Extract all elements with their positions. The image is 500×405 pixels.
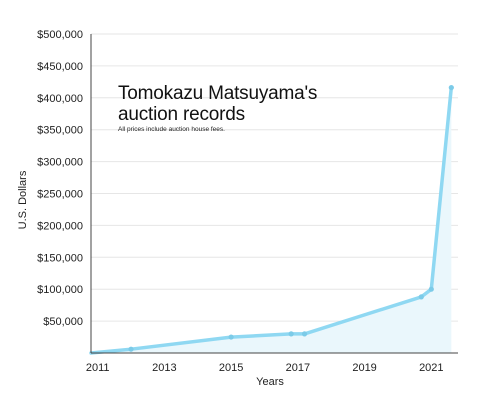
data-point	[301, 331, 308, 337]
data-point	[128, 346, 134, 352]
y-tick-label: $300,000	[37, 157, 83, 169]
x-tick-label: 2013	[152, 362, 176, 374]
y-tick-label: $150,000	[37, 252, 83, 264]
x-tick-label: 2015	[219, 362, 243, 374]
y-tick-label: $450,000	[37, 61, 83, 73]
y-tick-label: $400,000	[37, 93, 83, 105]
axes	[90, 34, 458, 354]
y-tick-label: $200,000	[37, 220, 83, 232]
x-tick-label: 2011	[86, 362, 110, 374]
chart-title: Tomokazu Matsuyama's auction records	[118, 83, 318, 125]
x-axis-title: Years	[256, 376, 284, 388]
data-point	[228, 334, 234, 340]
y-tick-labels: $50,000 $100,000 $150,000 $200,000 $250,000 $…	[37, 29, 83, 328]
x-tick-label: 2017	[286, 362, 310, 374]
data-point	[418, 294, 424, 300]
y-axis-title: U.S. Dollars	[17, 170, 29, 229]
y-tick-label: $50,000	[43, 316, 83, 328]
data-point	[288, 331, 294, 337]
grid-lines	[91, 33, 458, 322]
y-tick-label: $350,000	[37, 125, 83, 137]
data-point	[428, 286, 434, 292]
chart-subtitle: All prices include auction house fees.	[118, 126, 225, 133]
x-tick-labels: 2011 2013 2015 2017 2019 2021	[86, 362, 444, 374]
y-tick-label: $250,000	[37, 189, 83, 201]
y-tick-label: $500,000	[37, 29, 83, 41]
x-tick-label: 2021	[419, 362, 443, 374]
y-tick-label: $100,000	[37, 284, 83, 296]
x-tick-label: 2019	[352, 362, 376, 374]
data-points	[128, 84, 454, 352]
area-fill	[91, 87, 452, 353]
data-point	[448, 84, 454, 91]
